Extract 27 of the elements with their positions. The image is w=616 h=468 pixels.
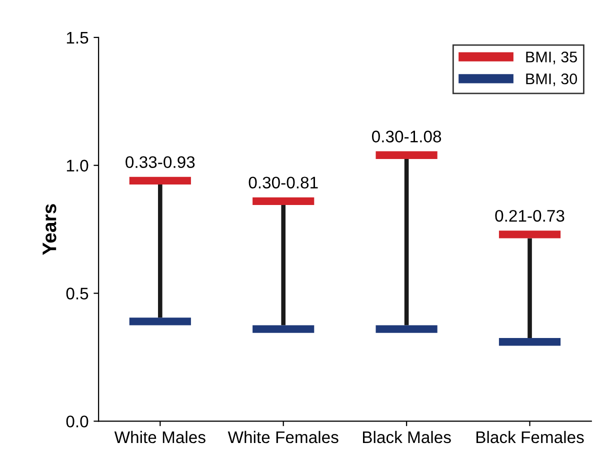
x-tick-label: Black Males [363, 430, 451, 444]
bar [376, 151, 438, 159]
legend-label: BMI, 30 [526, 73, 578, 86]
y-axis-title: Years [42, 204, 56, 255]
annotation: 0.21-0.73 [495, 210, 564, 222]
bar [129, 318, 191, 326]
bar [281, 205, 286, 326]
bar [498, 230, 561, 238]
legend-label: BMI, 35 [526, 52, 577, 64]
y-tick-label: 0.5 [66, 288, 88, 300]
bar [129, 176, 191, 185]
y-tick-label: 0.0 [66, 416, 88, 428]
x-tick-label: White Males [114, 430, 206, 444]
bar [376, 325, 438, 333]
x-tick-label: Black Females [476, 430, 584, 444]
y-tick-label: 1.5 [66, 32, 88, 44]
bar [498, 338, 561, 346]
annotation: 0.33-0.93 [126, 156, 195, 168]
bar [252, 197, 314, 206]
bar [528, 238, 532, 338]
bar [252, 325, 314, 333]
annotation: 0.30-1.08 [372, 130, 442, 142]
y-tick-label: 1.0 [66, 160, 88, 172]
x-tick-label: White Females [228, 430, 338, 444]
annotation: 0.30-0.81 [248, 176, 318, 188]
bar [404, 158, 409, 326]
bar [158, 184, 162, 318]
